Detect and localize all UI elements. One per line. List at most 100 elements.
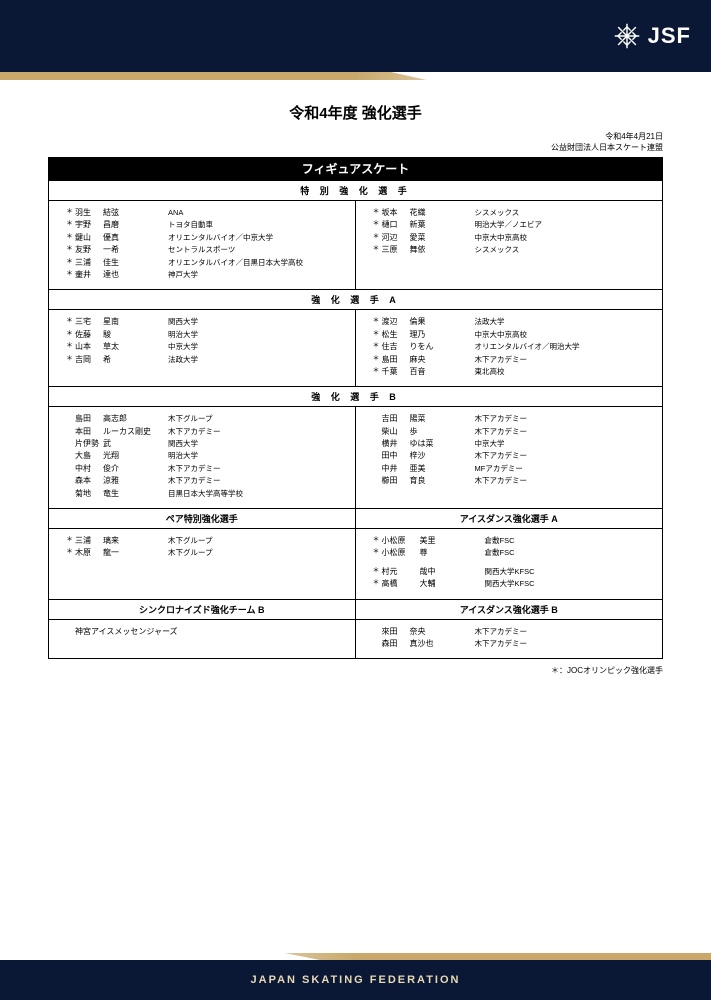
athlete-row: ＊鍵山優真オリエンタルバイオ／中京大学 <box>63 232 345 244</box>
given-name: 希 <box>103 354 168 366</box>
footer-text: JAPAN SKATING FEDERATION <box>251 974 461 986</box>
surname: 本田 <box>73 426 103 438</box>
star-mark <box>63 438 73 450</box>
pair-header: ペア特別強化選手 <box>49 509 356 528</box>
given-name: 尊 <box>420 547 485 559</box>
surname: 渡辺 <box>380 316 410 328</box>
given-name: 亜美 <box>410 463 475 475</box>
athlete-row: ＊佐藤駿明治大学 <box>63 329 345 341</box>
jsf-logo-icon <box>614 23 640 49</box>
given-name: 花織 <box>410 207 475 219</box>
synchro-team: 神宮アイスメッセンジャーズ <box>63 626 345 638</box>
surname: 中村 <box>73 463 103 475</box>
surname: 櫛田 <box>380 475 410 487</box>
logo-text: JSF <box>648 23 691 49</box>
surname: 柴山 <box>380 426 410 438</box>
athlete-row: 菊地竜生目黒日本大学高等学校 <box>63 488 345 500</box>
star-mark <box>370 413 380 425</box>
given-name: 美里 <box>420 535 485 547</box>
affiliation: 明治大学／ノエビア <box>475 219 653 231</box>
surname: 村元 <box>380 566 420 578</box>
section-a-body: ＊三宅星南関西大学＊佐藤駿明治大学＊山本草太中京大学＊吉岡希法政大学 ＊渡辺倫果… <box>49 310 662 386</box>
given-name: 倫果 <box>410 316 475 328</box>
given-name: 理乃 <box>410 329 475 341</box>
content-area: 令和4年度 強化選手 令和4年4月21日 公益財団法人日本スケート連盟 フィギュ… <box>0 72 711 676</box>
surname: 松生 <box>380 329 410 341</box>
star-mark: ＊ <box>63 341 73 353</box>
given-name: 陽菜 <box>410 413 475 425</box>
surname: 小松原 <box>380 535 420 547</box>
star-mark: ＊ <box>63 269 73 281</box>
surname: 鍵山 <box>73 232 103 244</box>
surname: 河辺 <box>380 232 410 244</box>
surname: 坂本 <box>380 207 410 219</box>
given-name: 真沙也 <box>410 638 475 650</box>
surname: 中井 <box>380 463 410 475</box>
affiliation: ANA <box>168 207 345 219</box>
affiliation: 関西大学KFSC <box>485 578 653 590</box>
given-name: 涼雅 <box>103 475 168 487</box>
icedance-b-header: アイスダンス強化選手 B <box>356 600 663 619</box>
surname: 宇野 <box>73 219 103 231</box>
affiliation: MFアカデミー <box>475 463 653 475</box>
athlete-row: ＊坂本花織シスメックス <box>370 207 653 219</box>
surname: 菊地 <box>73 488 103 500</box>
star-mark <box>63 450 73 462</box>
athlete-row: 森田真沙也木下アカデミー <box>370 638 653 650</box>
given-name: 竜生 <box>103 488 168 500</box>
given-name: 璃来 <box>103 535 168 547</box>
athlete-row: 柴山歩木下アカデミー <box>370 426 653 438</box>
affiliation: 東北高校 <box>475 366 653 378</box>
athlete-row: ＊三宅星南関西大学 <box>63 316 345 328</box>
given-name: 哉中 <box>420 566 485 578</box>
affiliation: 木下グループ <box>168 547 345 559</box>
given-name: 高志郎 <box>103 413 168 425</box>
athlete-row: ＊三原舞依シスメックス <box>370 244 653 256</box>
surname: 三原 <box>380 244 410 256</box>
athlete-row: ＊三浦璃来木下グループ <box>63 535 345 547</box>
athlete-row: ＊友野一希セントラルスポーツ <box>63 244 345 256</box>
athlete-row: 中井亜美MFアカデミー <box>370 463 653 475</box>
star-mark: ＊ <box>63 207 73 219</box>
athlete-row: ＊島田麻央木下アカデミー <box>370 354 653 366</box>
athlete-row: 片伊勢武関西大学 <box>63 438 345 450</box>
given-name: 百音 <box>410 366 475 378</box>
athlete-row: ＊山本草太中京大学 <box>63 341 345 353</box>
athlete-row: ＊小松原尊倉敷FSC <box>370 547 653 559</box>
given-name: 佳生 <box>103 257 168 269</box>
given-name: 舞依 <box>410 244 475 256</box>
star-mark: ＊ <box>370 566 380 578</box>
affiliation: 法政大学 <box>168 354 345 366</box>
given-name: 育良 <box>410 475 475 487</box>
logo: JSF <box>614 23 691 49</box>
athlete-row: ＊住吉りをんオリエンタルバイオ／明治大学 <box>370 341 653 353</box>
surname: 吉岡 <box>73 354 103 366</box>
given-name: ゆは菜 <box>410 438 475 450</box>
surname: 吉田 <box>380 413 410 425</box>
affiliation: 明治大学 <box>168 329 345 341</box>
athlete-row: 森本涼雅木下アカデミー <box>63 475 345 487</box>
given-name: 一希 <box>103 244 168 256</box>
surname: 島田 <box>73 413 103 425</box>
star-mark: ＊ <box>63 219 73 231</box>
athlete-row: ＊吉岡希法政大学 <box>63 354 345 366</box>
synchro-team-name: 神宮アイスメッセンジャーズ <box>73 626 178 638</box>
given-name: 新葉 <box>410 219 475 231</box>
surname: 小松原 <box>380 547 420 559</box>
star-mark: ＊ <box>370 354 380 366</box>
athlete-row: ＊髙橋大輔関西大学KFSC <box>370 578 653 590</box>
affiliation: オリエンタルバイオ／中京大学 <box>168 232 345 244</box>
affiliation: 関西大学 <box>168 316 345 328</box>
star-mark: ＊ <box>370 535 380 547</box>
athlete-row: 來田奈央木下アカデミー <box>370 626 653 638</box>
given-name: 優真 <box>103 232 168 244</box>
star-mark: ＊ <box>63 535 73 547</box>
star-mark: ＊ <box>370 207 380 219</box>
star-mark: ＊ <box>370 244 380 256</box>
footnote: ＊：JOCオリンピック強化選手 <box>48 665 663 676</box>
star-mark: ＊ <box>370 366 380 378</box>
affiliation: 木下アカデミー <box>475 475 653 487</box>
given-name: 駿 <box>103 329 168 341</box>
star-mark <box>370 626 380 638</box>
surname: 田中 <box>380 450 410 462</box>
